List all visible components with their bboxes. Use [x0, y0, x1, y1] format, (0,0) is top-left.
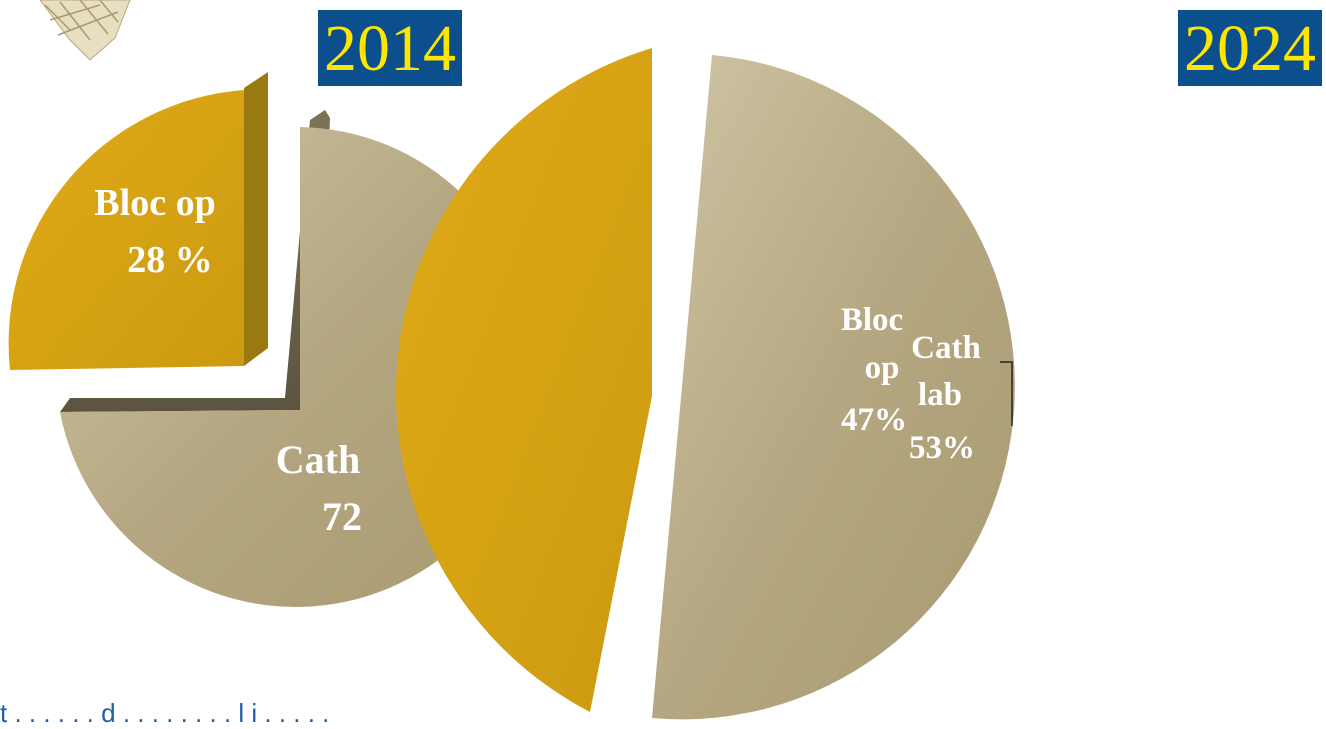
pie-2024-bloc-op-slice	[396, 48, 652, 712]
pie-2024-cath-lab-slice	[652, 55, 1015, 720]
pie-2024-leader-line	[1000, 361, 1013, 426]
pie-2014-bloc-value: 28 %	[127, 239, 213, 281]
pie-2024-bloc-value: 47%	[841, 402, 907, 438]
pie-2024: Bloc op 47% Cath lab 53%	[396, 48, 1015, 720]
pie-2014-cath-value: 72	[322, 494, 362, 539]
pie-2024-cath-label-2: lab	[918, 377, 962, 413]
pie-2024-cath-value: 53%	[909, 430, 975, 466]
pie-2014-bloc-depth	[244, 72, 268, 366]
footer-text-partial: t . . . . . . d . . . . . . . . l i . . …	[0, 698, 330, 728]
year-badge-2014: 2014	[318, 10, 462, 86]
stent-mesh-decoration	[39, 0, 131, 61]
pie-2014-bloc-op-slice	[8, 90, 244, 370]
pie-2014-bloc-label: Bloc op	[94, 182, 215, 224]
pie-2024-bloc-label-1: Bloc	[841, 302, 903, 338]
pie-2014-cath-label: Cath	[276, 437, 360, 482]
pie-2024-cath-label-1: Cath	[911, 330, 981, 366]
pie-2024-bloc-label-2: op	[865, 350, 900, 386]
year-badge-2024: 2024	[1178, 10, 1322, 86]
